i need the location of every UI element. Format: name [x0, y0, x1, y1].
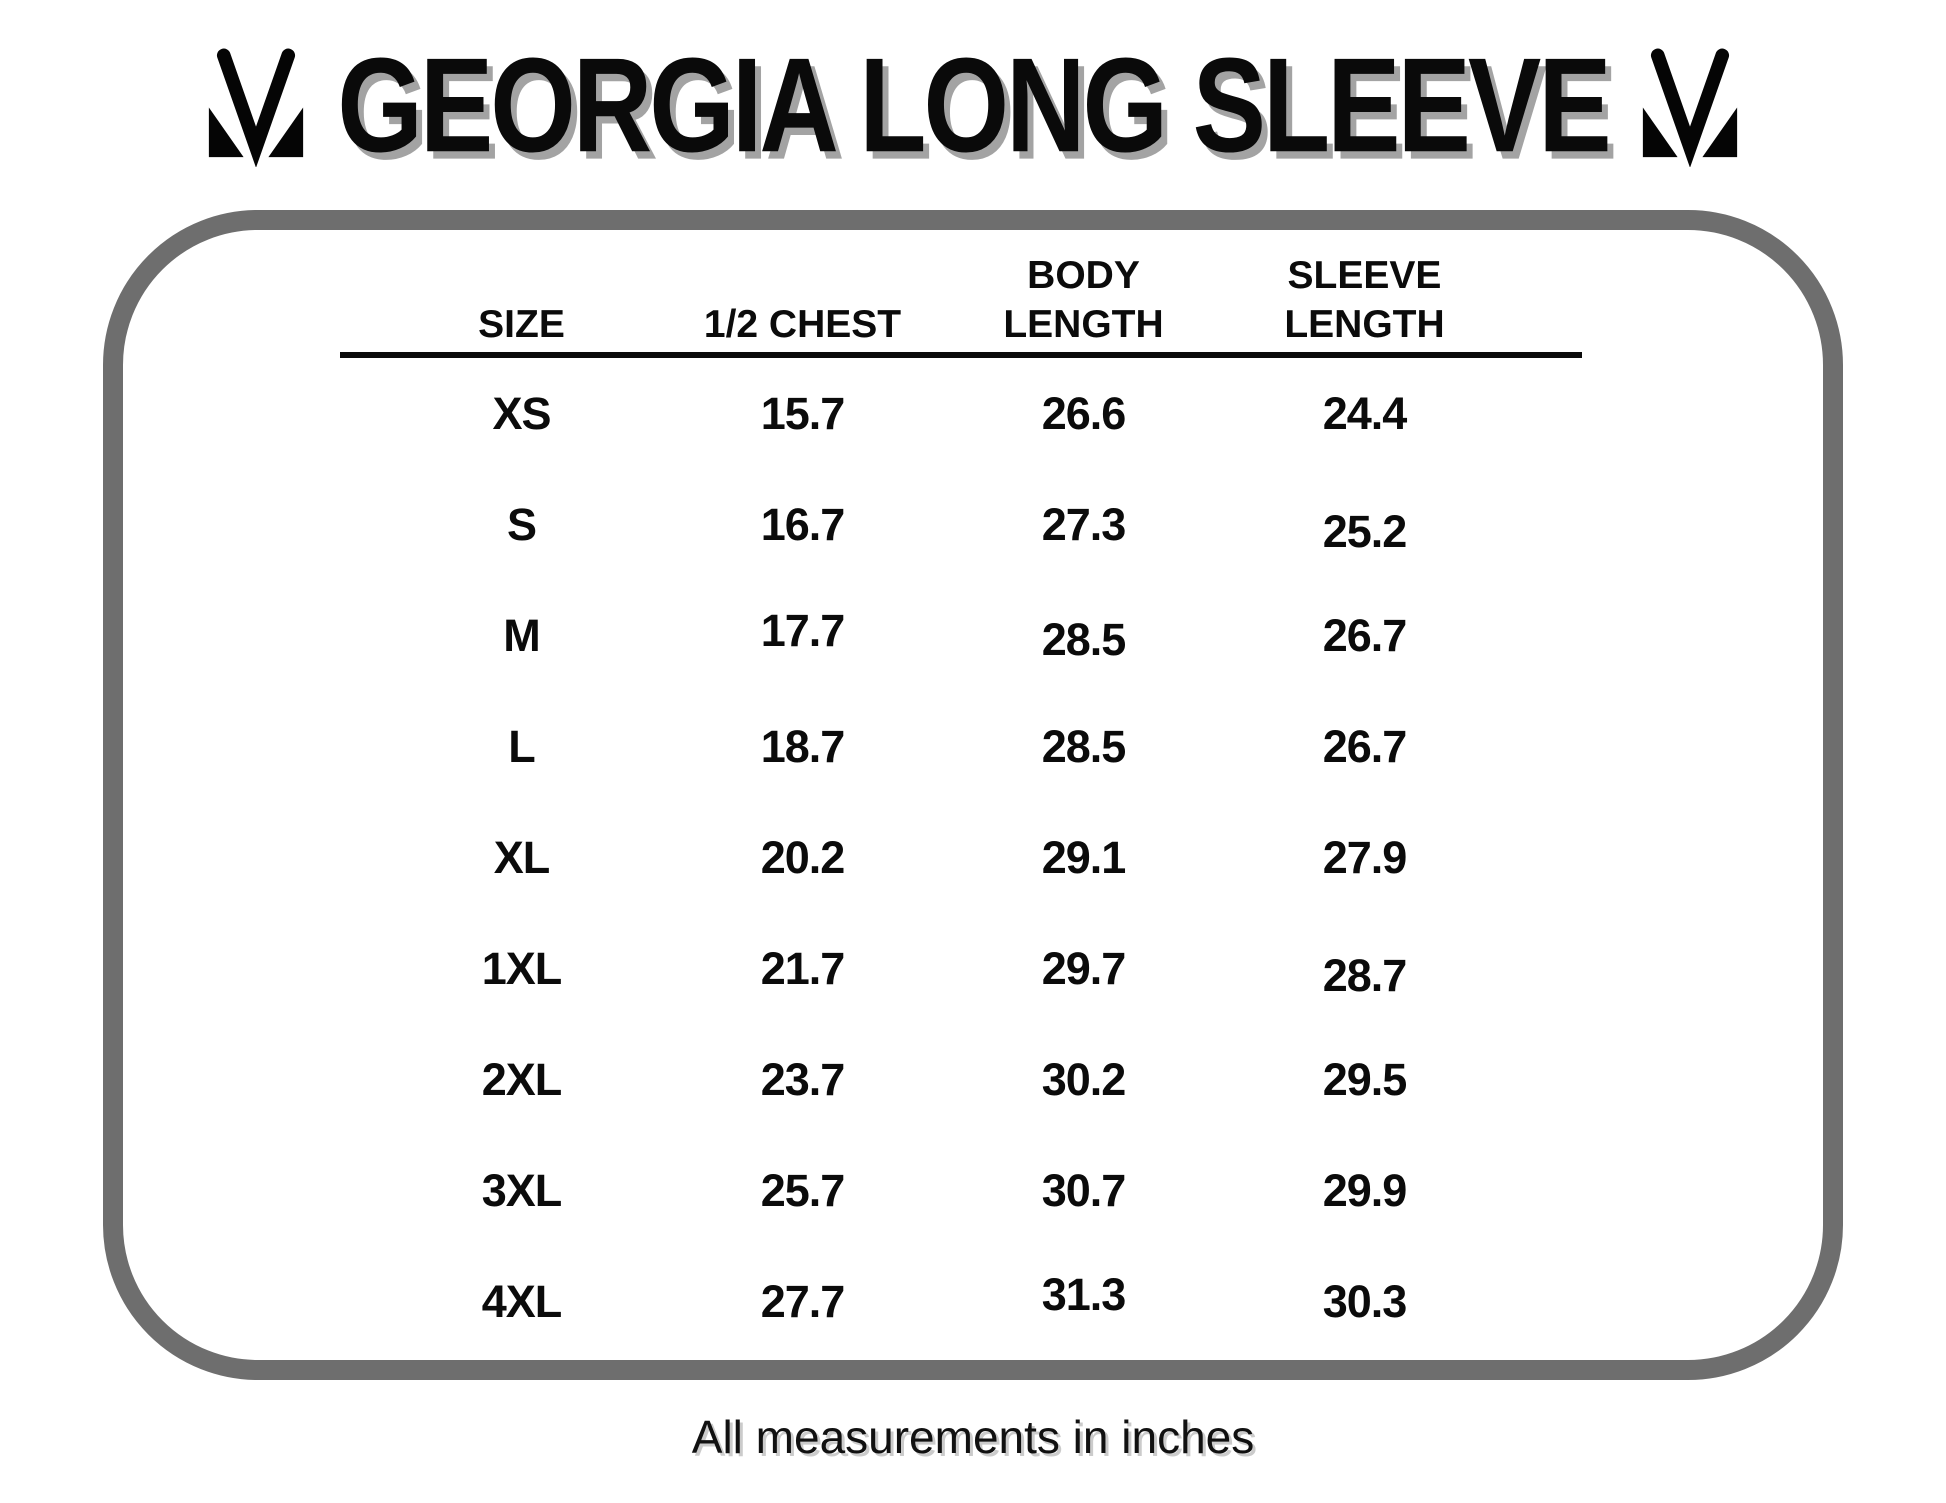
size-chart-table: SIZE 1/2 CHEST BODY LENGTH SLEEVE LENGTH…	[340, 252, 1582, 1357]
size-cell: 4XL	[481, 1275, 563, 1327]
table-row: 4XL 27.7 31.3 30.3	[381, 1246, 1505, 1357]
table-row: S 16.7 27.3 25.2	[381, 469, 1505, 580]
sleeve-length-cell: 28.7	[1322, 949, 1408, 1001]
column-header-half-chest: 1/2 CHEST	[703, 302, 902, 346]
header-divider-line	[340, 352, 1582, 358]
table-row: 2XL 23.7 30.2 29.5	[381, 1024, 1505, 1135]
table-header-row: SIZE 1/2 CHEST BODY LENGTH SLEEVE LENGTH	[381, 252, 1505, 346]
sleeve-length-cell: 25.2	[1322, 505, 1408, 557]
size-cell: XL	[493, 831, 551, 883]
body-length-cell: 30.2	[1041, 1053, 1127, 1105]
table-row: 3XL 25.7 30.7 29.9	[381, 1135, 1505, 1246]
table-row: 1XL 21.7 29.7 28.7	[381, 913, 1505, 1024]
half-chest-cell: 16.7	[760, 498, 846, 550]
body-length-cell: 28.5	[1041, 613, 1127, 665]
half-chest-cell: 21.7	[760, 942, 846, 994]
measurements-note: All measurements in inches	[691, 1411, 1255, 1463]
half-chest-cell: 20.2	[760, 831, 846, 883]
sleeve-length-cell: 27.9	[1322, 831, 1408, 883]
column-header-body-length: BODY LENGTH	[1003, 254, 1164, 346]
brand-m-monogram-icon	[191, 43, 321, 167]
half-chest-cell: 25.7	[760, 1164, 846, 1216]
page-title: GEORGIA LONG SLEEVE	[337, 29, 1611, 181]
brand-m-monogram-icon	[1625, 43, 1755, 167]
body-length-cell: 29.7	[1041, 942, 1127, 994]
column-header-sleeve-length: SLEEVE LENGTH	[1284, 254, 1445, 346]
body-length-cell: 27.3	[1041, 498, 1127, 550]
table-row: M 17.7 28.5 26.7	[381, 580, 1505, 691]
table-row: XS 15.7 26.6 24.4	[381, 358, 1505, 469]
half-chest-cell: 18.7	[760, 720, 846, 772]
table-body: XS 15.7 26.6 24.4 S 16.7 27.3 25.2 M 17.…	[381, 358, 1505, 1357]
sleeve-length-cell: 29.5	[1322, 1053, 1408, 1105]
table-row: L 18.7 28.5 26.7	[381, 691, 1505, 802]
body-length-cell: 30.7	[1041, 1164, 1127, 1216]
body-length-cell: 29.1	[1041, 831, 1127, 883]
size-cell: L	[508, 720, 536, 772]
body-length-cell: 31.3	[1041, 1268, 1127, 1320]
half-chest-cell: 27.7	[760, 1275, 846, 1327]
sleeve-length-cell: 24.4	[1322, 387, 1408, 439]
sleeve-length-cell: 30.3	[1322, 1275, 1408, 1327]
sleeve-length-cell: 26.7	[1322, 609, 1408, 661]
size-cell: 1XL	[481, 942, 563, 994]
body-length-cell: 26.6	[1041, 387, 1127, 439]
sleeve-length-cell: 29.9	[1322, 1164, 1408, 1216]
sleeve-length-cell: 26.7	[1322, 720, 1408, 772]
size-cell: 2XL	[481, 1053, 563, 1105]
size-cell: S	[506, 498, 537, 550]
size-cell: 3XL	[481, 1164, 563, 1216]
body-length-cell: 28.5	[1041, 720, 1127, 772]
size-chart-frame: SIZE 1/2 CHEST BODY LENGTH SLEEVE LENGTH…	[103, 210, 1843, 1380]
half-chest-cell: 15.7	[760, 387, 846, 439]
size-cell: XS	[492, 387, 551, 439]
half-chest-cell: 23.7	[760, 1053, 846, 1105]
page-header: GEORGIA LONG SLEEVE	[0, 0, 1946, 184]
table-row: XL 20.2 29.1 27.9	[381, 802, 1505, 913]
half-chest-cell: 17.7	[760, 604, 846, 656]
column-header-size: SIZE	[478, 302, 565, 346]
size-cell: M	[503, 609, 541, 661]
